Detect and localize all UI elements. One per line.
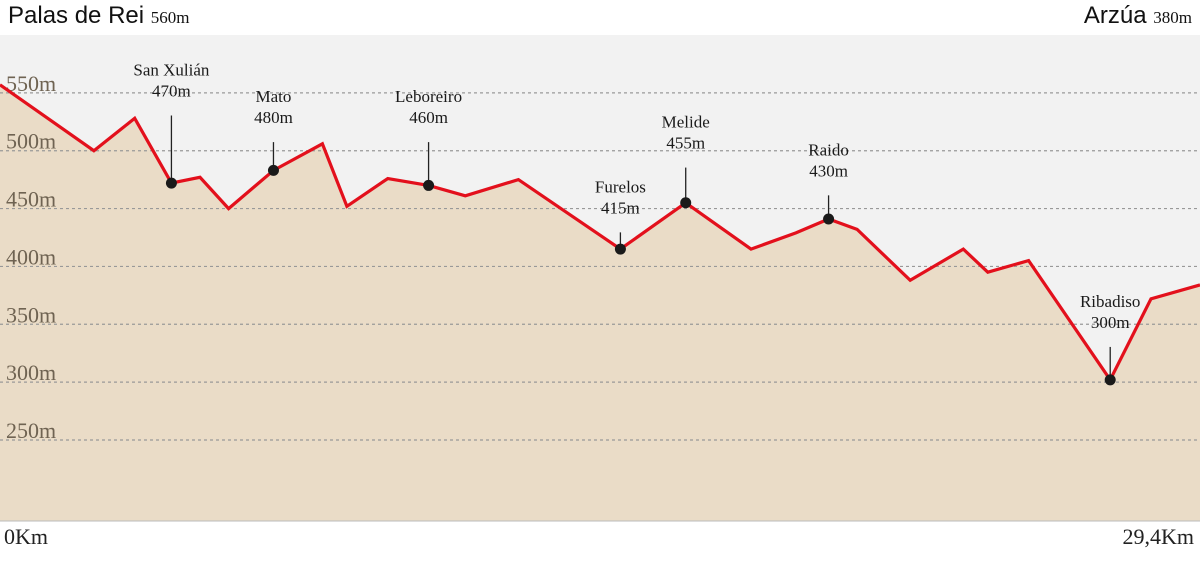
waypoint-altitude-furelos: 415m xyxy=(601,198,640,217)
start-location-altitude: 560m xyxy=(150,8,190,27)
waypoint-name-raido: Raido xyxy=(808,140,849,159)
waypoint-dot-san-xulian xyxy=(165,177,177,189)
waypoint-altitude-leboreiro: 460m xyxy=(409,108,448,127)
start-location: Palas de Rei 560m xyxy=(8,2,189,30)
waypoint-dot-melide xyxy=(680,197,692,209)
elevation-line xyxy=(0,83,1200,383)
waypoint-dot-furelos xyxy=(614,243,626,255)
end-location-altitude: 380m xyxy=(1153,8,1192,27)
waypoint-name-furelos: Furelos xyxy=(595,177,646,196)
y-tick-label: 350m xyxy=(6,302,56,327)
start-location-name: Palas de Rei xyxy=(8,2,145,29)
waypoint-dot-leboreiro xyxy=(423,179,435,191)
end-location-name: Arzúa xyxy=(1083,2,1147,29)
waypoint-altitude-san-xulian: 470m xyxy=(152,82,191,101)
waypoint-name-san-xulian: San Xulián xyxy=(133,61,210,80)
y-tick-label: 250m xyxy=(6,418,56,443)
distance-end-label: 29,4Km xyxy=(1122,524,1195,549)
y-tick-label: 550m xyxy=(6,71,56,96)
waypoint-name-melide: Melide xyxy=(662,113,710,132)
y-tick-label: 400m xyxy=(6,244,56,269)
elevation-area xyxy=(0,84,1200,522)
y-tick-label: 450m xyxy=(6,187,56,212)
y-tick-label: 300m xyxy=(6,360,56,385)
waypoint-dot-raido xyxy=(823,213,835,225)
waypoint-altitude-raido: 430m xyxy=(809,161,848,180)
waypoint-altitude-melide: 455m xyxy=(666,134,705,153)
waypoint-dot-mato xyxy=(267,164,279,176)
waypoint-name-leboreiro: Leboreiro xyxy=(395,87,462,106)
waypoint-altitude-mato: 480m xyxy=(254,108,293,127)
waypoint-altitude-ribadiso: 300m xyxy=(1091,313,1130,332)
waypoint-name-ribadiso: Ribadiso xyxy=(1080,292,1140,311)
y-tick-label: 500m xyxy=(6,129,56,154)
distance-start-label: 0Km xyxy=(4,524,48,549)
end-location: Arzúa 380m xyxy=(1084,2,1192,30)
waypoint-name-mato: Mato xyxy=(256,87,292,106)
waypoint-dot-ribadiso xyxy=(1104,374,1116,386)
